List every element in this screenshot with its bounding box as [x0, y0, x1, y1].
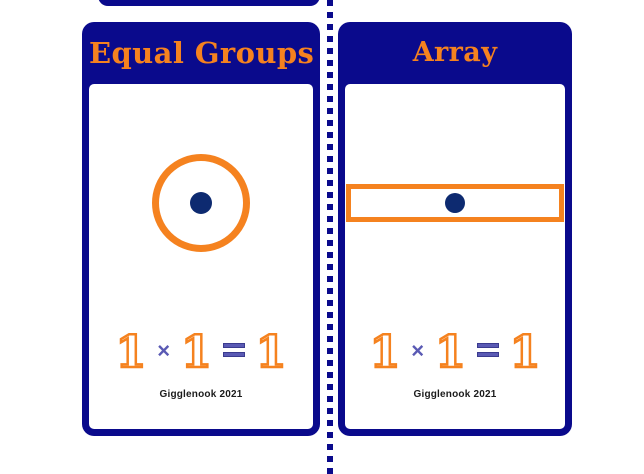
- array-illustration: [345, 84, 565, 321]
- equal-groups-body: 1 × 1 1 Gigglenook 2021: [89, 84, 313, 429]
- array-title: Array: [412, 37, 498, 68]
- equal-groups-equation: 1 × 1 1: [89, 321, 313, 385]
- equation-factor-2: 1: [180, 327, 213, 378]
- equals-icon: [476, 343, 499, 357]
- counter-dot-icon: [190, 191, 212, 214]
- equation-factor-1: 1: [368, 327, 401, 378]
- equals-icon: [222, 343, 245, 357]
- top-partial-card: [98, 0, 320, 6]
- equal-groups-illustration: [89, 84, 313, 321]
- array-footer: Gigglenook 2021: [413, 389, 497, 400]
- array-rectangle-icon: [346, 183, 564, 222]
- group-circle-icon: [152, 153, 250, 252]
- multiply-icon: ×: [157, 338, 171, 363]
- equal-groups-card[interactable]: Equal Groups 1 × 1 1 Gigglenook 2021: [82, 22, 320, 436]
- equation-factor-1: 1: [114, 327, 147, 378]
- array-body: 1 × 1 1 Gigglenook 2021: [345, 84, 565, 429]
- equation-factor-2: 1: [434, 327, 467, 378]
- multiply-icon: ×: [411, 338, 425, 363]
- array-equation: 1 × 1 1: [345, 321, 565, 385]
- vertical-dotted-divider: [327, 0, 333, 474]
- equation-product: 1: [508, 327, 541, 378]
- counter-dot-icon: [445, 192, 465, 213]
- equal-groups-footer: Gigglenook 2021: [159, 389, 243, 400]
- equal-groups-title: Equal Groups: [89, 36, 315, 70]
- equation-product: 1: [254, 327, 287, 378]
- array-card[interactable]: Array 1 × 1 1 Gigglenook 2021: [338, 22, 572, 436]
